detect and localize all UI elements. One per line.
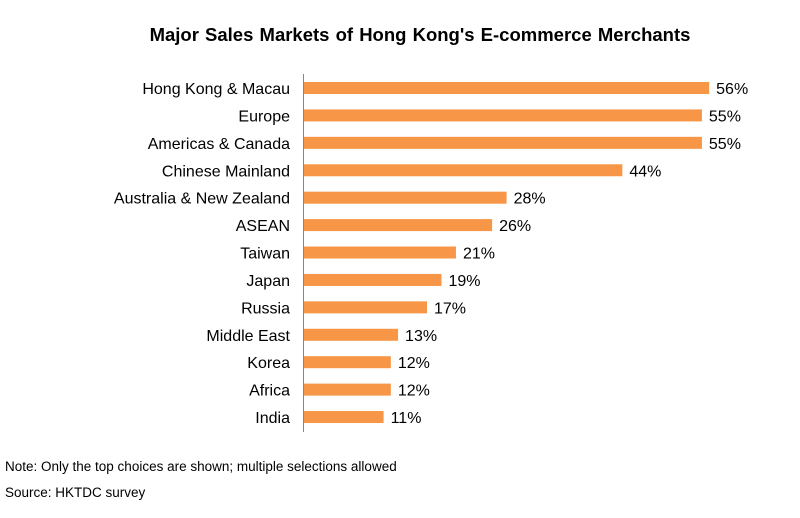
- category-label-9: Middle East: [206, 328, 290, 345]
- category-label-11: Africa: [249, 383, 290, 400]
- value-label-4: 28%: [514, 191, 546, 208]
- category-label-0: Hong Kong & Macau: [142, 81, 290, 98]
- value-label-10: 12%: [398, 355, 430, 372]
- value-label-8: 17%: [434, 300, 466, 317]
- value-label-6: 21%: [463, 246, 495, 263]
- category-label-6: Taiwan: [240, 246, 290, 263]
- category-label-2: Americas & Canada: [148, 136, 290, 153]
- bar-1: [304, 109, 702, 122]
- value-label-2: 55%: [709, 136, 741, 153]
- value-label-5: 26%: [499, 218, 531, 235]
- category-labels-group: Hong Kong & Macau Europe Americas & Canada…: [114, 81, 291, 427]
- value-label-12: 11%: [391, 410, 422, 427]
- bar-12: [304, 411, 384, 424]
- category-label-3: Chinese Mainland: [162, 163, 290, 180]
- category-label-4: Australia & New Zealand: [114, 191, 290, 208]
- bar-6: [304, 246, 456, 259]
- category-label-1: Europe: [238, 108, 290, 125]
- value-labels-group: 56% 55% 55% 44% 28% 26%21% 19% 17% 13% 12% 12% 11%: [391, 81, 749, 427]
- category-label-10: Korea: [247, 355, 290, 372]
- bar-10: [304, 356, 391, 369]
- bar-2: [304, 136, 702, 149]
- bar-0: [304, 82, 710, 94]
- chart-note: Note: Only the top choices are shown; mu…: [5, 459, 397, 474]
- chart-title: Major Sales Markets of Hong Kong's E-com…: [150, 24, 691, 45]
- category-label-5: ASEAN: [236, 218, 290, 235]
- bar-4: [304, 191, 507, 204]
- value-label-7: 19%: [448, 273, 480, 290]
- category-label-8: Russia: [241, 300, 290, 317]
- bar-9: [304, 328, 399, 341]
- value-label-11: 12%: [398, 383, 430, 400]
- chart-source: Source: HKTDC survey: [5, 485, 146, 500]
- bars-group: [304, 82, 710, 424]
- bar-3: [304, 164, 623, 177]
- value-label-3: 44%: [629, 163, 661, 180]
- value-label-0: 56%: [716, 81, 748, 98]
- value-label-1: 55%: [709, 108, 741, 125]
- bar-7: [304, 273, 442, 286]
- category-label-7: Japan: [246, 273, 290, 290]
- category-label-12: India: [255, 410, 290, 427]
- bar-11: [304, 383, 391, 396]
- value-label-9: 13%: [405, 328, 437, 345]
- bar-8: [304, 301, 427, 314]
- bar-5: [304, 219, 493, 232]
